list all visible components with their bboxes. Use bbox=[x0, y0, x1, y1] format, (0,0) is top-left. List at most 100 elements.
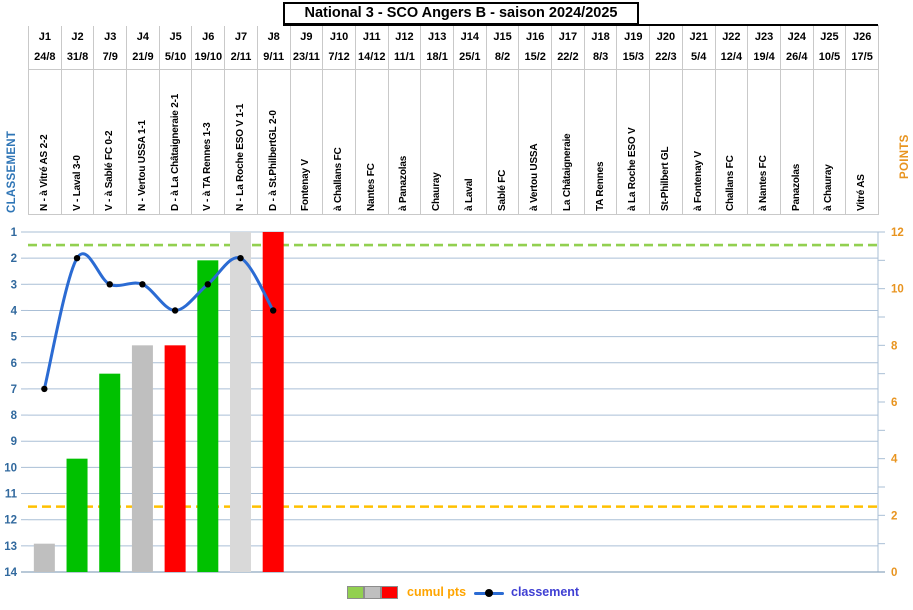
matchday-column: J12 11/1 à Panazolas bbox=[387, 26, 421, 215]
matchday-number: J16 bbox=[526, 31, 545, 43]
classement-marker bbox=[204, 281, 212, 288]
matchday-date: 14/12 bbox=[358, 51, 386, 63]
matchday-column: J21 5/4 à Fontenay V bbox=[681, 26, 715, 215]
matchday-date: 18/1 bbox=[426, 51, 448, 63]
matchday-date: 9/11 bbox=[263, 51, 285, 63]
left-axis-tick-label: 5 bbox=[11, 332, 18, 344]
matchday-number: J6 bbox=[202, 31, 215, 43]
matchday-date: 22/2 bbox=[557, 51, 579, 63]
right-axis-tick-label: 0 bbox=[891, 567, 897, 579]
left-axis-tick-label: 6 bbox=[11, 358, 17, 370]
bar-cumul-pts bbox=[230, 232, 251, 572]
matchday-date: 15/3 bbox=[622, 51, 644, 63]
matchday-column: J26 17/5 Vitré AS bbox=[845, 26, 878, 215]
left-axis-tick-label: 7 bbox=[11, 384, 17, 396]
matchday-column: J16 15/2 à Vertou USSA bbox=[518, 26, 551, 215]
bar-cumul-pts bbox=[99, 373, 121, 572]
legend-swatch-loss bbox=[381, 586, 398, 599]
legend: cumul pts classement bbox=[0, 582, 913, 604]
matchday-number: J19 bbox=[624, 31, 643, 43]
left-axis-tick-label: 9 bbox=[11, 436, 17, 448]
matchday-column: J22 12/4 Challans FC bbox=[714, 26, 748, 215]
chart-title: National 3 - SCO Angers B - saison 2024/… bbox=[283, 2, 639, 25]
left-axis-title: CLASSEMENT bbox=[6, 131, 18, 213]
right-axis-tick-label: 6 bbox=[891, 397, 897, 409]
matchday-number: J17 bbox=[558, 31, 578, 43]
matchday-date: 25/1 bbox=[459, 51, 481, 63]
matchday-number: J13 bbox=[427, 31, 447, 43]
left-axis-tick-label: 4 bbox=[11, 305, 18, 317]
matchday-date: 8/3 bbox=[592, 51, 609, 63]
table-right-border bbox=[878, 25, 879, 215]
matchday-number: J15 bbox=[493, 31, 512, 43]
matchday-number: J3 bbox=[104, 31, 117, 43]
bar-cumul-pts bbox=[197, 260, 219, 572]
matchday-number: J5 bbox=[169, 31, 182, 43]
matchday-date: 31/8 bbox=[66, 51, 89, 63]
matchday-number: J2 bbox=[71, 31, 84, 43]
matchday-column: J2 31/8 V - Laval 3-0 bbox=[60, 26, 94, 215]
left-axis-tick-label: 8 bbox=[11, 410, 18, 422]
table-top-border bbox=[283, 24, 878, 26]
matchday-number: J14 bbox=[460, 31, 480, 43]
matchday-number: J4 bbox=[136, 31, 150, 43]
matchday-column: J1 24/8 N - à Vitré AS 2-2 bbox=[28, 26, 61, 215]
left-axis-tick-label: 3 bbox=[11, 279, 17, 291]
matchday-column: J4 21/9 N - Vertou USSA 1-1 bbox=[126, 26, 159, 215]
matchday-number: J23 bbox=[754, 31, 774, 43]
matchday-number: J18 bbox=[591, 31, 610, 43]
bar-cumul-pts bbox=[164, 345, 186, 572]
matchday-column: J14 25/1 à Laval bbox=[453, 26, 486, 215]
matchday-date: 7/9 bbox=[102, 51, 118, 63]
matchday-column: J8 9/11 D - à St.PhilbertGL 2-0 bbox=[256, 26, 290, 215]
matchday-column: J23 19/4 à Nantes FC bbox=[747, 26, 780, 215]
right-axis-title: POINTS bbox=[899, 134, 911, 179]
bar-cumul-pts bbox=[262, 232, 284, 572]
right-axis-tick-label: 8 bbox=[891, 340, 898, 352]
matchday-column: J3 7/9 V - à Sablé FC 0-2 bbox=[93, 26, 126, 215]
left-axis-tick-label: 11 bbox=[5, 489, 18, 501]
right-axis-tick-label: 4 bbox=[891, 454, 898, 466]
legend-swatch-draw bbox=[364, 586, 381, 599]
matchday-date: 19/4 bbox=[753, 51, 775, 63]
bar-cumul-pts bbox=[33, 543, 55, 572]
matchday-column: J10 7/12 à Challans FC bbox=[322, 26, 355, 215]
matchday-number: J7 bbox=[234, 31, 248, 43]
matchday-column: J11 14/12 Nantes FC bbox=[354, 26, 388, 215]
left-axis-tick-label: 1 bbox=[11, 227, 18, 239]
classement-marker bbox=[237, 254, 244, 262]
matchday-date: 7/12 bbox=[328, 51, 350, 63]
matchday-column: J9 23/11 Fontenay V bbox=[289, 26, 323, 215]
matchday-column: J5 5/10 D - à La Châtaigneraie 2-1 bbox=[158, 26, 192, 215]
matchday-number: J1 bbox=[38, 31, 51, 43]
matchday-column: J15 8/2 Sablé FC bbox=[485, 26, 519, 215]
matchday-column: J20 22/3 St-Philbert GL bbox=[649, 26, 682, 215]
left-axis-tick-label: 12 bbox=[4, 515, 17, 527]
matchday-date: 17/5 bbox=[851, 51, 873, 63]
matchday-date: 8/2 bbox=[494, 51, 511, 63]
left-axis-tick-label: 14 bbox=[4, 567, 17, 579]
matchday-number: J8 bbox=[267, 31, 280, 43]
matchday-number: J25 bbox=[820, 31, 839, 43]
matchday-date: 5/4 bbox=[691, 51, 707, 63]
matchday-number: J26 bbox=[852, 31, 872, 43]
matchday-column: J17 22/2 La Châtaigneraie bbox=[551, 26, 584, 215]
right-axis-tick-label: 12 bbox=[891, 227, 904, 239]
legend-line-marker bbox=[485, 589, 493, 597]
right-axis-tick-label: 2 bbox=[891, 510, 897, 522]
left-axis-tick-label: 13 bbox=[4, 541, 17, 553]
matchday-date: 15/2 bbox=[524, 51, 546, 63]
matchday-date: 19/10 bbox=[194, 51, 223, 63]
matchday-column: J6 19/10 V - à TA Rennes 1-3 bbox=[191, 26, 224, 215]
matchday-date: 22/3 bbox=[655, 51, 677, 63]
matchday-date: 11/1 bbox=[394, 51, 415, 63]
matchday-column: J18 8/3 TA Rennes bbox=[583, 26, 617, 215]
matchday-number: J24 bbox=[787, 31, 806, 43]
matchday-number: J12 bbox=[395, 31, 414, 43]
classement-marker bbox=[41, 385, 48, 393]
matchday-number: J22 bbox=[722, 31, 741, 43]
classement-marker bbox=[171, 307, 179, 314]
matchday-date: 24/8 bbox=[34, 51, 56, 63]
